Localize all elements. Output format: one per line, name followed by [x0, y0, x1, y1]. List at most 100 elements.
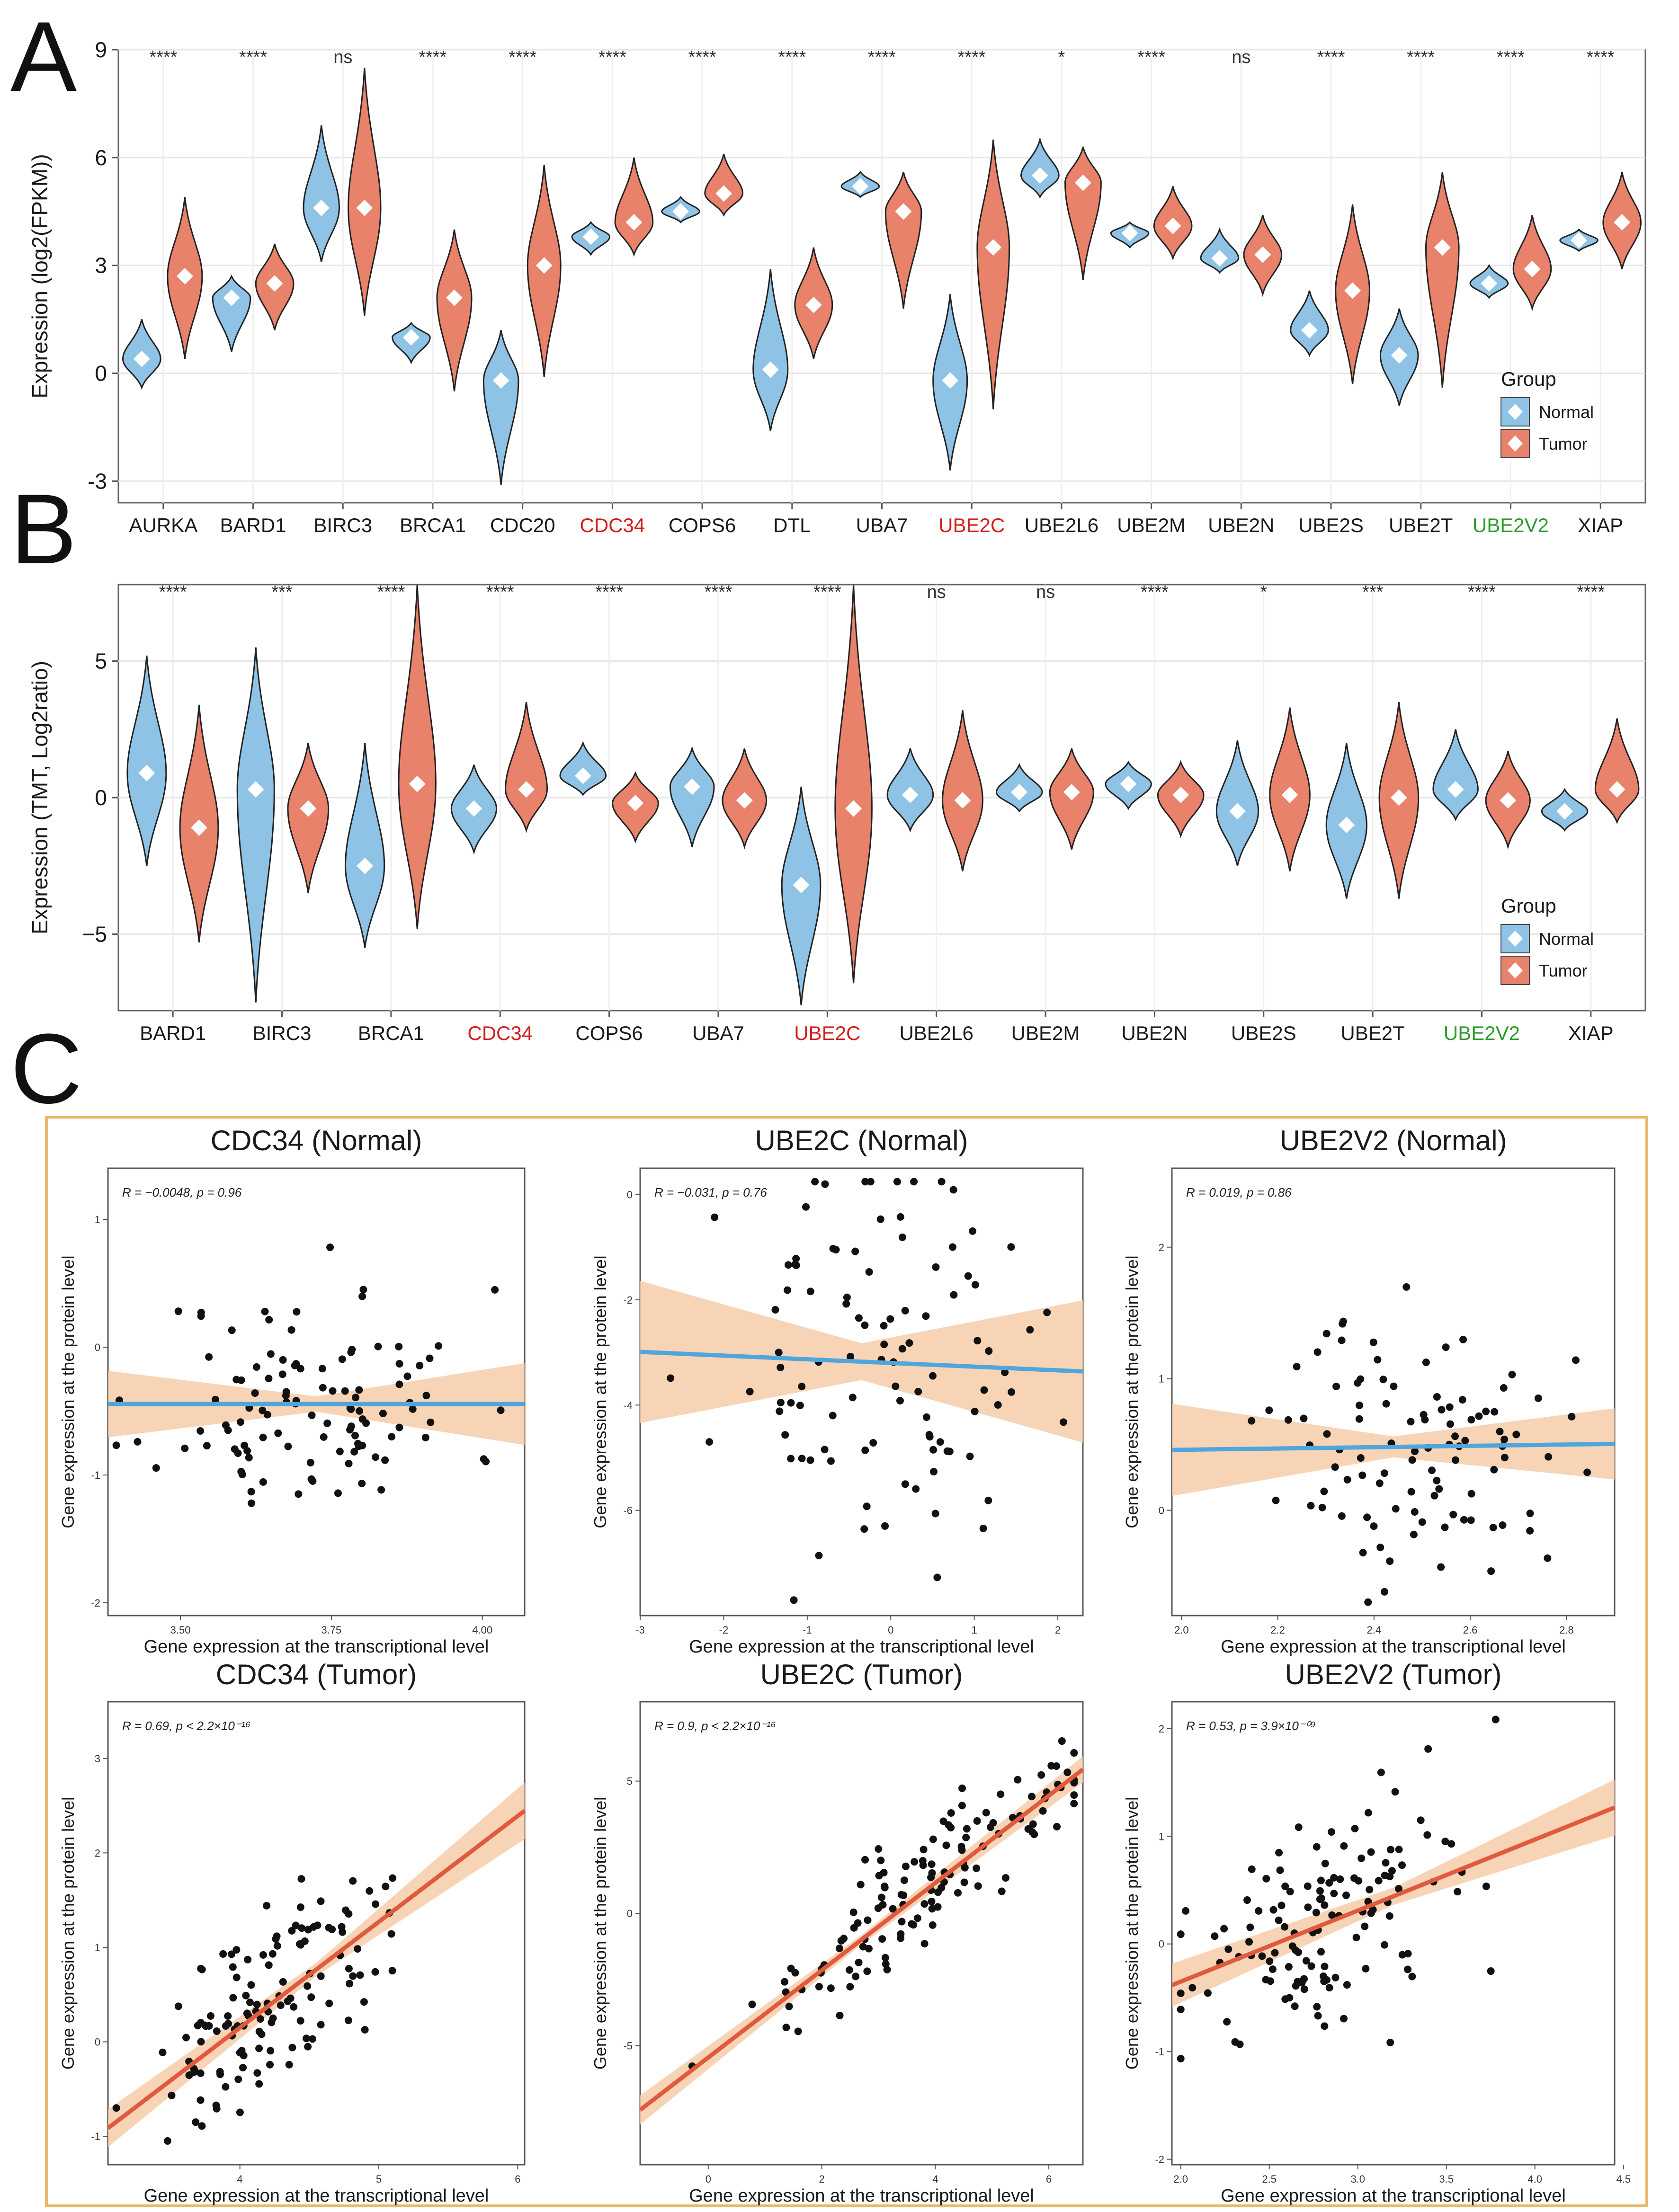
data-point	[780, 1978, 788, 1986]
data-point	[1355, 1415, 1363, 1423]
data-point	[784, 1261, 792, 1269]
data-point	[877, 1893, 885, 1901]
data-point	[435, 1342, 443, 1350]
data-point	[301, 1937, 309, 1945]
data-point	[228, 1326, 236, 1334]
data-point	[880, 1341, 888, 1349]
data-point	[1291, 2002, 1299, 2010]
data-point	[1182, 1907, 1190, 1915]
data-point	[882, 1960, 890, 1968]
data-point	[1386, 1873, 1394, 1881]
tick-label-y: -2	[1155, 2154, 1164, 2166]
data-point	[349, 1877, 357, 1885]
data-point	[1177, 2055, 1185, 2063]
tick-label-x: 6	[515, 2173, 520, 2185]
data-point	[247, 1488, 255, 1496]
data-point	[1490, 1466, 1498, 1474]
data-point	[1063, 1768, 1072, 1777]
axis-label-x: Gene expression at the transcriptional l…	[689, 2186, 1034, 2206]
data-point	[1304, 1903, 1312, 1911]
significance-label: ****	[1137, 47, 1165, 67]
data-point	[1325, 1984, 1333, 1992]
data-point	[1317, 1876, 1325, 1884]
data-point	[948, 1243, 956, 1251]
median-marker	[762, 361, 779, 378]
data-point	[288, 1927, 296, 1935]
panel-label-a: A	[10, 1, 77, 112]
data-point	[1467, 1416, 1475, 1424]
data-point	[1410, 1530, 1418, 1538]
violin-normal	[126, 655, 167, 866]
data-point	[1338, 1336, 1346, 1344]
significance-label: ****	[958, 47, 986, 67]
data-point	[374, 1342, 382, 1350]
tick-label-x: 2.4	[1367, 1624, 1382, 1636]
tick-label-y: −5	[82, 922, 107, 946]
median-marker	[1556, 803, 1573, 820]
data-point	[911, 1858, 919, 1866]
tick-label-x: 2.5	[1262, 2173, 1277, 2185]
data-point	[1361, 1922, 1369, 1930]
tick-label-x: 4.0	[1527, 2173, 1542, 2185]
data-point	[994, 1401, 1002, 1409]
data-point	[1328, 1911, 1336, 1919]
data-point	[1204, 1989, 1212, 1997]
data-point	[966, 1452, 974, 1460]
median-marker	[1301, 322, 1318, 338]
median-marker	[1164, 217, 1181, 234]
data-point	[296, 1365, 304, 1373]
regression-line	[1171, 1805, 1616, 1988]
data-point	[893, 1178, 901, 1186]
violin-normal	[344, 743, 385, 948]
data-point	[1070, 1800, 1078, 1808]
violin-tumor	[1425, 172, 1460, 388]
tick-label-x: 0	[888, 1624, 893, 1636]
regression-line	[639, 1768, 1084, 2112]
data-point	[1026, 1326, 1034, 1334]
data-point	[811, 1178, 819, 1186]
data-point	[1255, 1907, 1263, 1915]
data-point	[1458, 1396, 1466, 1404]
data-point	[1487, 1967, 1495, 1975]
data-point	[1362, 1964, 1370, 1972]
tick-label-x: BARD1	[140, 1022, 206, 1044]
data-point	[259, 1406, 267, 1414]
scatter-title: UBE2C (Normal)	[755, 1125, 968, 1156]
data-point	[1331, 1463, 1339, 1471]
tick-label-x: 1	[972, 1624, 977, 1636]
data-point	[1583, 1468, 1591, 1476]
median-marker	[1614, 214, 1631, 231]
median-marker	[409, 775, 426, 792]
data-point	[1265, 1406, 1273, 1414]
data-point	[355, 1386, 363, 1394]
tick-label-x: XIAP	[1578, 514, 1623, 536]
data-point	[875, 1872, 883, 1880]
data-point	[1461, 1437, 1469, 1445]
data-point	[796, 1402, 804, 1410]
tick-label-x: UBE2M	[1117, 514, 1186, 536]
data-point	[268, 2018, 276, 2026]
data-point	[974, 1882, 982, 1890]
data-point	[1446, 1420, 1454, 1428]
median-marker	[133, 350, 150, 367]
data-point	[1512, 1430, 1520, 1439]
median-marker	[1229, 803, 1246, 820]
data-point	[1275, 1848, 1283, 1857]
data-point	[957, 1843, 965, 1851]
legend-diamond-tumor	[1508, 435, 1523, 452]
median-marker	[1063, 784, 1080, 800]
data-point	[421, 1433, 429, 1441]
data-point	[1380, 1469, 1388, 1477]
tick-label-x: BRCA1	[400, 514, 466, 536]
data-point	[1285, 1963, 1293, 1971]
violin-tumor	[704, 153, 743, 217]
data-point	[1489, 1523, 1497, 1531]
significance-label: ****	[1497, 47, 1525, 67]
tick-label-y: 3	[95, 253, 107, 278]
data-point	[1451, 1456, 1459, 1464]
data-point	[964, 1272, 972, 1280]
data-point	[1395, 1846, 1403, 1854]
data-point	[1418, 1518, 1426, 1526]
data-point	[347, 1422, 355, 1430]
